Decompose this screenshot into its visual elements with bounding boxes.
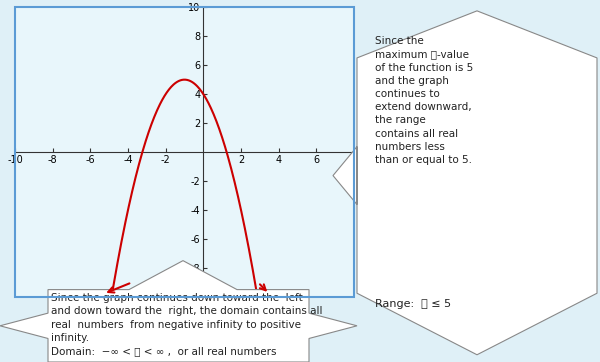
Text: Range:  𝑦 ≤ 5: Range: 𝑦 ≤ 5: [375, 299, 451, 309]
Text: Since the
maximum 𝑦-value
of the function is 5
and the graph
continues to
extend: Since the maximum 𝑦-value of the functio…: [375, 36, 473, 165]
Text: Since the graph continues down toward the  left
and down toward the  right, the : Since the graph continues down toward th…: [51, 293, 323, 356]
